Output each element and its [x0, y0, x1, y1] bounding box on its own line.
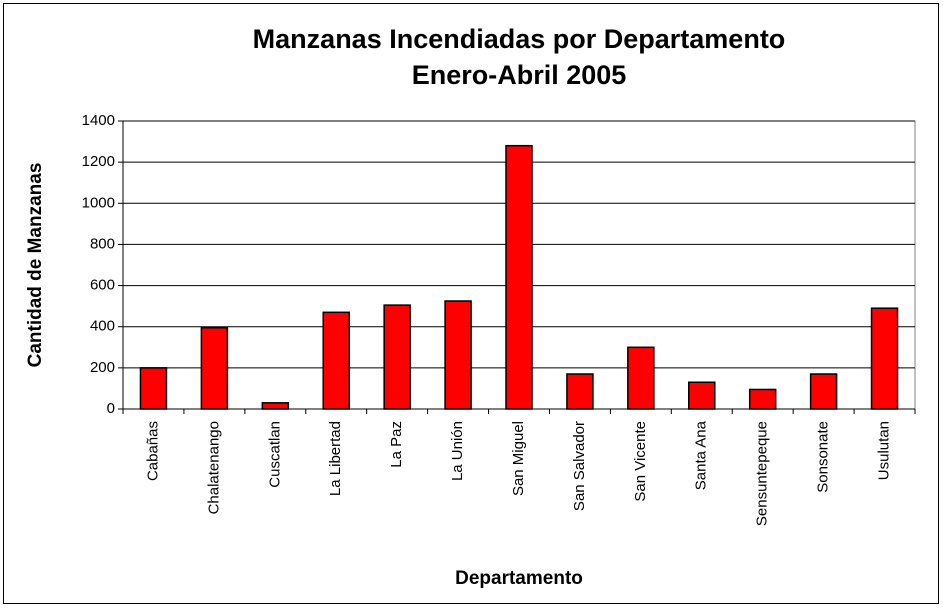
bar	[688, 381, 716, 410]
x-tick-label: Sonsonate	[815, 421, 832, 493]
bar	[200, 326, 229, 410]
x-tick-label: San Vicente	[632, 421, 649, 502]
x-tick-label: San Salvador	[571, 421, 588, 511]
y-tick-label: 800	[90, 235, 115, 252]
y-tick-label: 1400	[82, 112, 115, 129]
x-tick-label: Cuscatlan	[266, 421, 283, 488]
x-tick-label: Sensuntepeque	[754, 421, 771, 526]
y-axis-title: Cantidad de Manzanas	[25, 163, 46, 368]
bar	[809, 373, 838, 410]
bar	[627, 346, 655, 410]
y-tick-label: 1000	[82, 194, 115, 211]
x-tick-label: Santa Ana	[693, 420, 710, 490]
y-tick-label: 1200	[82, 153, 115, 170]
x-tick-label: San Miguel	[510, 421, 527, 496]
x-tick-label: La Paz	[388, 421, 405, 468]
bar	[566, 373, 594, 410]
x-tick-label: Usulutan	[876, 421, 893, 480]
bar	[505, 144, 533, 410]
bar	[139, 367, 168, 410]
bar	[870, 307, 899, 410]
y-tick-label: 0	[107, 400, 115, 417]
x-tick-label: La Unión	[449, 421, 466, 481]
y-tick-label: 600	[90, 277, 115, 294]
x-axis-title: Departamento	[455, 568, 583, 589]
x-tick-label: La Libertad	[327, 421, 344, 496]
x-tick-label: Chalatenango	[205, 421, 222, 514]
bar	[444, 300, 472, 410]
bar	[261, 402, 290, 410]
chart-title: Manzanas Incendiadas por Departamento	[253, 24, 786, 54]
bar	[383, 304, 411, 410]
chart-subtitle: Enero-Abril 2005	[412, 60, 627, 90]
bar	[322, 311, 350, 410]
bar	[748, 388, 777, 410]
x-tick-label: Cabañas	[144, 421, 161, 481]
y-tick-label: 200	[90, 359, 115, 376]
y-tick-label: 400	[90, 318, 115, 335]
